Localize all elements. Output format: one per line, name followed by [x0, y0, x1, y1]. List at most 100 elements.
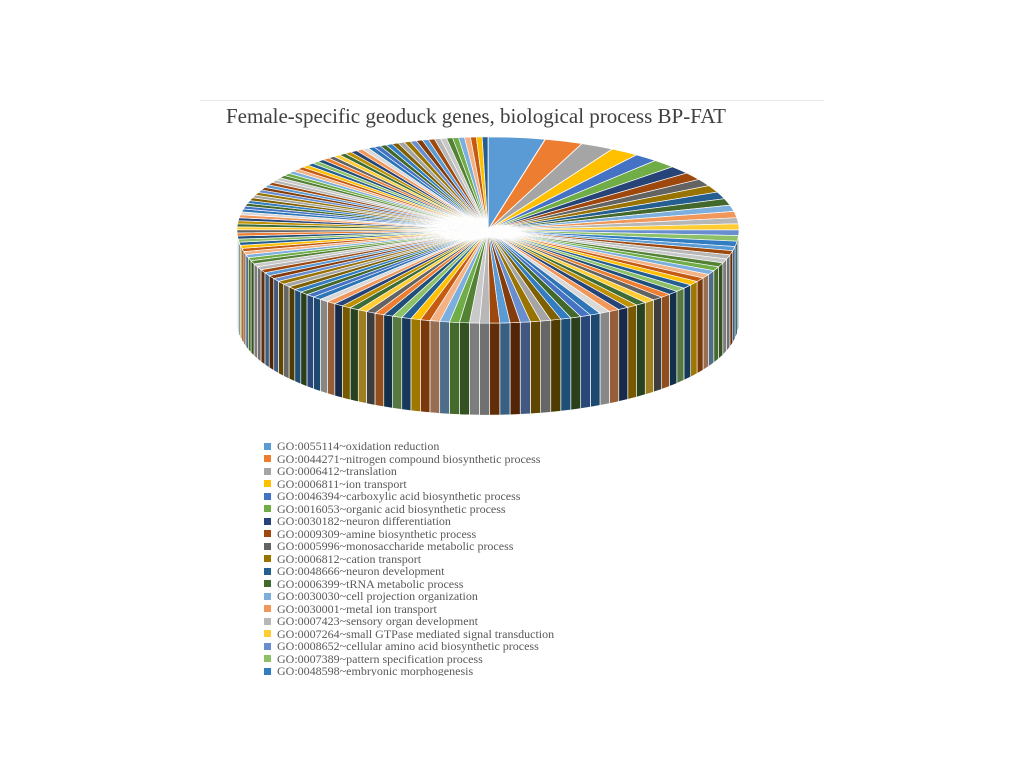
pie-slice-side — [580, 314, 591, 409]
legend-label: GO:0046394~carboxylic acid biosynthetic … — [277, 489, 521, 503]
legend-label: GO:0007389~pattern specification process — [277, 651, 483, 666]
chart-title: Female-specific geoduck genes, biologica… — [226, 104, 726, 128]
pie-slice-side — [489, 322, 501, 416]
legend-item: GO:0009309~amine biosynthetic process — [264, 526, 664, 541]
pie-slice-side — [273, 277, 279, 374]
pie-slice-side — [420, 319, 431, 413]
legend-label: GO:0016053~organic acid biosynthetic pro… — [277, 501, 506, 516]
pie-slice-2 — [488, 139, 583, 230]
pie-slice-side — [627, 304, 637, 400]
pie-slice-side — [268, 275, 275, 372]
pie-slice-side — [294, 288, 302, 385]
legend-label: GO:0030001~metal ion transport — [277, 601, 437, 616]
legend-label: GO:0006812~cation transport — [277, 551, 422, 566]
pie-slice-side — [734, 241, 738, 339]
legend-item: GO:0030001~metal ion transport — [264, 601, 664, 616]
legend-item: GO:0048598~embryonic morphogenesis — [264, 665, 664, 676]
chart-top-border — [200, 100, 824, 101]
legend-label: GO:0048666~neuron development — [277, 564, 445, 578]
pie-slice-side — [429, 320, 440, 414]
legend-swatch — [264, 542, 271, 550]
pie-slice-side — [288, 286, 296, 382]
pie-slice-side — [599, 311, 610, 406]
pie-slice-side — [250, 260, 255, 357]
legend-label: GO:0030030~cell projection organization — [277, 589, 478, 603]
pie-slice-side — [669, 290, 678, 387]
pie-slice-side — [253, 263, 258, 360]
pie-slice-side — [702, 273, 709, 371]
legend-swatch — [264, 505, 271, 513]
chart-legend: GO:0055114~oxidation reduction GO:0044271… — [264, 440, 664, 676]
legend-swatch — [264, 442, 271, 450]
pie-slice-side — [320, 298, 328, 394]
legend-swatch — [264, 480, 271, 488]
legend-item: GO:0030182~neuron differentiation — [264, 515, 664, 528]
pie-slice-side — [392, 315, 402, 410]
pie-slice-side — [410, 318, 421, 413]
legend-item: GO:0007389~pattern specification process — [264, 651, 664, 666]
pie-slice-side — [306, 294, 314, 390]
pie-slice-side — [550, 318, 562, 413]
pie-slice-side — [560, 317, 572, 412]
legend-swatch — [264, 617, 271, 625]
legend-item: GO:0007264~small GTPase mediated signal … — [264, 627, 664, 641]
pie-slice-side — [334, 303, 343, 399]
pie-slice-side — [401, 317, 412, 411]
pie-slice-side — [713, 266, 719, 364]
pie-slice-1 — [488, 136, 546, 230]
pie-slice-side — [609, 309, 619, 404]
pie-slice-side — [530, 320, 541, 415]
pie-slice-side — [690, 281, 698, 378]
pie-slice-side — [570, 316, 581, 411]
pie-slice-side — [696, 277, 704, 375]
pie-slice-side — [374, 312, 385, 408]
legend-label: GO:0009309~amine biosynthetic process — [277, 526, 477, 541]
pie-slice-side — [449, 321, 460, 415]
pie-slice-side — [383, 314, 393, 409]
pie-slice-side — [726, 253, 731, 352]
legend-item: GO:0044271~nitrogen compound biosyntheti… — [264, 451, 664, 466]
pie-slice-side — [520, 321, 531, 415]
legend-swatch — [264, 467, 271, 475]
pie-slice-side — [683, 284, 691, 381]
pie-slice-side — [729, 249, 733, 348]
legend-swatch — [264, 567, 271, 575]
pie-slice-side — [245, 253, 249, 351]
pie-slice-side — [243, 250, 247, 348]
legend-label: GO:0006412~translation — [277, 464, 397, 478]
pie-slice-side — [540, 319, 552, 414]
legend-item: GO:0030030~cell projection organization — [264, 590, 664, 603]
legend-item: GO:0007423~sensory organ development — [264, 615, 664, 628]
pie-slice-side — [257, 266, 262, 363]
pie-slice-side — [278, 280, 284, 377]
pie-slice-side — [366, 311, 376, 406]
pie-slice-side — [439, 321, 450, 415]
pie-slice-side — [636, 302, 646, 398]
legend-label: GO:0055114~oxidation reduction — [277, 440, 440, 453]
legend-item: GO:0006399~tRNA metabolic process — [264, 577, 664, 591]
legend-item: GO:0005996~monosaccharide metabolic proc… — [264, 540, 664, 553]
pie-slice-side — [358, 309, 367, 404]
legend-swatch — [264, 555, 271, 563]
pie-slice-side — [479, 322, 490, 416]
pie-slice-other — [481, 136, 489, 229]
pie-slice-side — [661, 293, 670, 390]
legend-swatch — [264, 667, 271, 675]
pie-slice-side — [708, 270, 715, 367]
legend-item: GO:0006412~translation — [264, 465, 664, 478]
legend-label: GO:0048598~embryonic morphogenesis — [277, 664, 474, 676]
legend-swatch — [264, 492, 271, 500]
pie-slice-side — [327, 301, 336, 397]
legend-swatch — [264, 655, 271, 663]
pie-slice-side — [653, 296, 662, 393]
legend-item: GO:0048666~neuron development — [264, 565, 664, 578]
legend-item: GO:0055114~oxidation reduction — [264, 440, 664, 453]
pie-slice-side — [260, 269, 266, 366]
legend-label: GO:0044271~nitrogen compound biosyntheti… — [277, 451, 541, 466]
legend-swatch — [264, 605, 271, 613]
pie-slice-side — [732, 246, 736, 344]
legend-label: GO:0008652~cellular amino acid biosynthe… — [277, 639, 539, 653]
pie-slice-side — [722, 258, 727, 356]
pie-slice-side — [283, 283, 290, 380]
pie-slice-side — [313, 296, 321, 392]
